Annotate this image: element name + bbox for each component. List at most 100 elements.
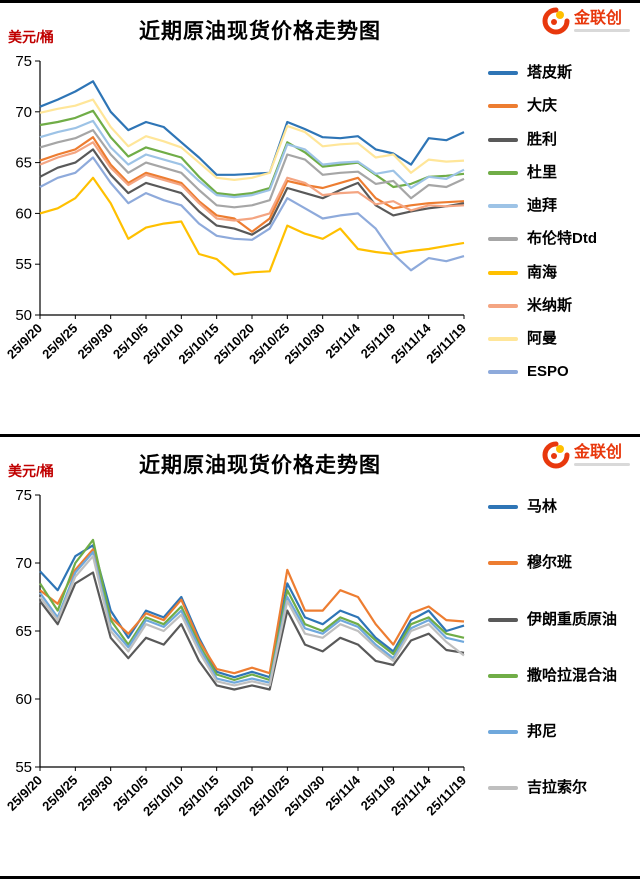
x-tick-label: 25/11/19 bbox=[423, 321, 469, 367]
chart-title: 近期原油现货价格走势图 bbox=[139, 454, 381, 477]
plot-area: 50556065707525/9/2025/9/2525/9/3025/10/5… bbox=[4, 53, 469, 367]
legend-label: 布伦特Dtd bbox=[527, 230, 597, 248]
series-line-米纳斯 bbox=[39, 141, 465, 222]
legend-swatch bbox=[488, 170, 518, 175]
brand-logo-text: 金联创 bbox=[574, 9, 623, 27]
brand-logo-subline bbox=[574, 462, 630, 466]
legend-item: 米纳斯 bbox=[488, 296, 624, 316]
legend-swatch bbox=[488, 337, 518, 341]
legend-swatch bbox=[488, 104, 518, 109]
x-tick-label: 25/9/25 bbox=[39, 773, 80, 814]
legend-swatch bbox=[488, 505, 518, 509]
series-line-邦尼 bbox=[39, 550, 465, 684]
legend-swatch bbox=[488, 237, 518, 242]
x-tick-label: 25/9/25 bbox=[39, 321, 80, 362]
y-tick-label: 75 bbox=[15, 487, 32, 504]
legend-swatch bbox=[488, 730, 518, 734]
legend-label: 大庆 bbox=[527, 97, 558, 115]
legend-item: 大庆 bbox=[488, 96, 624, 116]
plot-area: 556065707525/9/2025/9/2525/9/3025/10/525… bbox=[4, 487, 469, 819]
legend-item: 邦尼 bbox=[488, 722, 624, 742]
y-tick-label: 70 bbox=[15, 104, 32, 121]
legend-item: 南海 bbox=[488, 263, 624, 283]
series-line-杜里 bbox=[39, 109, 465, 197]
y-tick-label: 75 bbox=[15, 53, 32, 70]
legend: 塔皮斯大庆胜利杜里迪拜布伦特Dtd 南海米纳斯阿曼 ESPO bbox=[478, 53, 628, 383]
legend-swatch bbox=[488, 370, 518, 375]
legend-label: 马林 bbox=[527, 498, 558, 515]
legend: 马林穆尔班伊朗重质原油撒哈拉混合油邦尼吉拉索尔 bbox=[478, 487, 628, 799]
series-line-大庆 bbox=[39, 136, 465, 233]
chart-header: 美元/桶 近期原油现货价格走势图 金联创 bbox=[0, 3, 640, 53]
legend-label: 穆尔班 bbox=[527, 554, 573, 572]
x-tick-label: 25/11/4 bbox=[322, 772, 363, 813]
legend-item: 伊朗重质原油 bbox=[488, 610, 624, 630]
series-line-迪拜 bbox=[39, 119, 465, 199]
y-tick-label: 55 bbox=[15, 759, 32, 776]
y-tick-label: 60 bbox=[15, 691, 32, 708]
legend-swatch bbox=[488, 204, 518, 208]
legend-label: 邦尼 bbox=[527, 723, 558, 740]
x-tick-label: 25/9/20 bbox=[4, 773, 45, 814]
legend-item: 阿曼 bbox=[488, 329, 624, 349]
legend-item: 胜利 bbox=[488, 130, 624, 150]
chart-header: 美元/桶 近期原油现货价格走势图 金联创 bbox=[0, 437, 640, 487]
brand-logo-icon bbox=[542, 441, 570, 469]
y-tick-label: 60 bbox=[15, 205, 32, 222]
legend-swatch bbox=[488, 673, 518, 678]
series-line-胜利 bbox=[39, 148, 465, 236]
x-tick-label: 25/9/30 bbox=[75, 773, 116, 814]
brand-logo-text-wrap: 金联创 bbox=[574, 443, 630, 466]
y-tick-label: 65 bbox=[15, 623, 32, 640]
brand-logo: 金联创 bbox=[542, 7, 630, 35]
x-tick-label: 25/9/20 bbox=[4, 321, 45, 362]
legend-label: ESPO bbox=[527, 363, 569, 381]
brand-logo-subline bbox=[574, 28, 630, 32]
brand-logo-text-wrap: 金联创 bbox=[574, 9, 630, 32]
y-tick-label: 65 bbox=[15, 155, 32, 172]
legend-label: 南海 bbox=[527, 263, 558, 281]
crude-oil-chart-bottom: 美元/桶 近期原油现货价格走势图 金联创 55 60 65 70 75 25/9/20 25… bbox=[0, 434, 640, 879]
legend-label: 米纳斯 bbox=[527, 296, 573, 314]
y-tick-label: 50 bbox=[15, 307, 32, 324]
legend-swatch bbox=[488, 71, 518, 75]
series-line-马林 bbox=[39, 544, 465, 679]
legend-swatch bbox=[488, 561, 518, 566]
series-line-撒哈拉混合油 bbox=[39, 538, 465, 682]
brand-logo: 金联创 bbox=[542, 441, 630, 469]
chart-title: 近期原油现货价格走势图 bbox=[139, 20, 381, 43]
legend-item: ESPO bbox=[488, 362, 624, 382]
series-line-阿曼 bbox=[39, 98, 465, 182]
legend-swatch bbox=[488, 786, 518, 791]
legend-swatch bbox=[488, 270, 518, 275]
y-tick-label: 55 bbox=[15, 256, 32, 273]
legend-label: 迪拜 bbox=[527, 197, 558, 214]
legend-label: 塔皮斯 bbox=[527, 64, 573, 81]
y-axis-unit-label: 美元/桶 bbox=[8, 29, 54, 45]
y-axis-unit-label: 美元/桶 bbox=[8, 463, 54, 479]
legend-item: 撒哈拉混合油 bbox=[488, 666, 624, 686]
series-line-ESPO bbox=[39, 156, 465, 272]
legend-item: 塔皮斯 bbox=[488, 63, 624, 83]
legend-label: 杜里 bbox=[527, 163, 558, 181]
brand-logo-text: 金联创 bbox=[574, 443, 623, 461]
legend-label: 伊朗重质原油 bbox=[527, 610, 618, 628]
chart-body: 55 60 65 70 75 25/9/20 25/9/25 25/9/30 25/10/5 25… bbox=[0, 487, 640, 867]
legend-swatch bbox=[488, 137, 518, 142]
legend-item: 杜里 bbox=[488, 163, 624, 183]
x-tick-label: 25/11/4 bbox=[322, 320, 363, 361]
legend-swatch bbox=[488, 617, 518, 622]
legend-label: 阿曼 bbox=[527, 330, 558, 347]
legend-swatch bbox=[488, 303, 518, 308]
chart-body: 50 55 60 65 70 75 25/9/20 25/9/25 25/9/30 25/10/5… bbox=[0, 53, 640, 415]
x-tick-label: 25/9/30 bbox=[75, 321, 116, 362]
series-line-布伦特Dtd bbox=[39, 128, 465, 209]
series-line-伊朗重质原油 bbox=[39, 571, 465, 691]
brand-logo-icon bbox=[542, 7, 570, 35]
legend-item: 吉拉索尔 bbox=[488, 778, 624, 798]
series-line-吉拉索尔 bbox=[39, 555, 465, 687]
y-tick-label: 70 bbox=[15, 555, 32, 572]
crude-oil-chart-top: 美元/桶 近期原油现货价格走势图 金联创 50 55 60 65 70 75 25/9/20… bbox=[0, 0, 640, 430]
x-tick-label: 25/11/19 bbox=[423, 773, 469, 819]
legend-item: 布伦特Dtd bbox=[488, 229, 624, 249]
